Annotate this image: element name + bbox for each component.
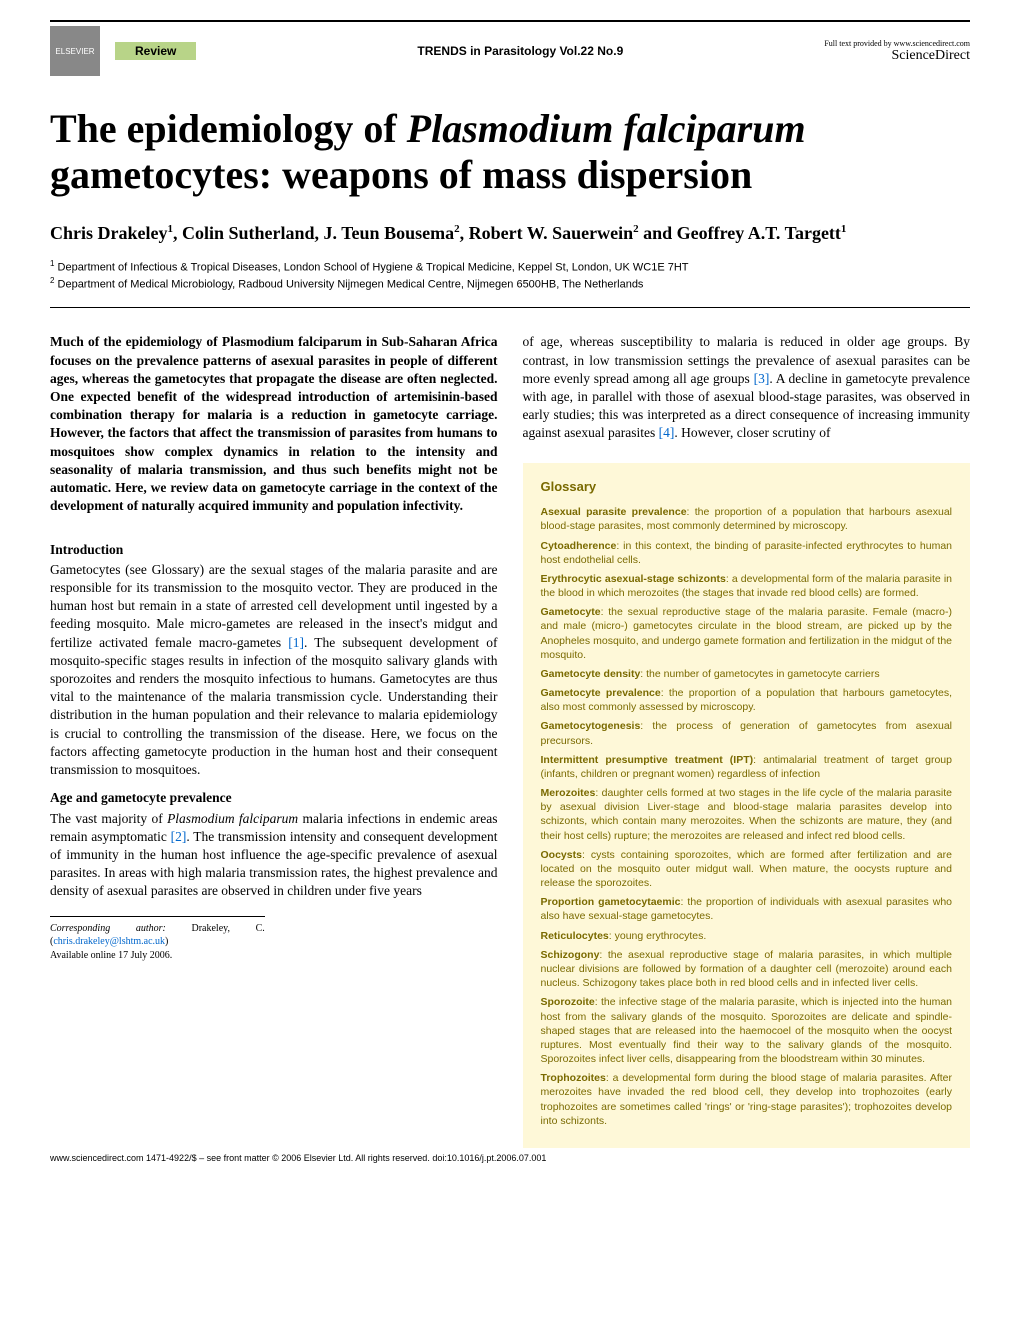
glossary-term: Proportion gametocytaemic: the proportio… xyxy=(541,895,953,923)
glossary-term: Gametocytogenesis: the process of genera… xyxy=(541,719,953,747)
ref-2[interactable]: [2] xyxy=(171,829,187,844)
glossary-term: Gametocyte prevalence: the proportion of… xyxy=(541,686,953,714)
abstract: Much of the epidemiology of Plasmodium f… xyxy=(50,333,498,515)
right-column: of age, whereas susceptibility to malari… xyxy=(523,333,971,1148)
glossary-term: Erythrocytic asexual-stage schizonts: a … xyxy=(541,572,953,600)
glossary-term: Gametocyte density: the number of gameto… xyxy=(541,667,953,681)
glossary-term: Trophozoites: a developmental form durin… xyxy=(541,1071,953,1128)
ref-3[interactable]: [3] xyxy=(754,371,770,386)
journal-info: TRENDS in Parasitology Vol.22 No.9 xyxy=(216,44,824,58)
sciencedirect-logo: Full text provided by www.sciencedirect.… xyxy=(824,39,970,64)
corresponding-author: Corresponding author: Drakeley, C. (chri… xyxy=(50,916,265,963)
available-online: Available online 17 July 2006. xyxy=(50,950,172,961)
intro-paragraph: Gametocytes (see Glossary) are the sexua… xyxy=(50,561,498,780)
glossary-box: Glossary Asexual parasite prevalence: th… xyxy=(523,463,971,1148)
col2-paragraph: of age, whereas susceptibility to malari… xyxy=(523,333,971,442)
author-email[interactable]: chris.drakeley@lshtm.ac.uk xyxy=(53,936,165,947)
footer-line: www.sciencedirect.com 1471-4922/$ – see … xyxy=(50,1148,970,1163)
age-paragraph: The vast majority of Plasmodium falcipar… xyxy=(50,810,498,901)
elsevier-logo: ELSEVIER xyxy=(50,26,100,76)
review-badge: Review xyxy=(115,42,196,60)
glossary-term: Merozoites: daughter cells formed at two… xyxy=(541,786,953,843)
glossary-term: Cytoadherence: in this context, the bind… xyxy=(541,539,953,567)
intro-heading: Introduction xyxy=(50,541,498,559)
glossary-term: Intermittent presumptive treatment (IPT)… xyxy=(541,753,953,781)
ref-1[interactable]: [1] xyxy=(288,635,304,650)
ref-4[interactable]: [4] xyxy=(659,425,675,440)
age-heading: Age and gametocyte prevalence xyxy=(50,789,498,807)
affiliation-1: 1 Department of Infectious & Tropical Di… xyxy=(50,259,970,274)
sd-name: ScienceDirect xyxy=(891,48,970,63)
glossary-term: Asexual parasite prevalence: the proport… xyxy=(541,505,953,533)
header-bar: ELSEVIER Review TRENDS in Parasitology V… xyxy=(50,20,970,76)
article-title: The epidemiology of Plasmodium falciparu… xyxy=(50,106,970,198)
sd-tagline: Full text provided by www.sciencedirect.… xyxy=(824,39,970,48)
glossary-term: Schizogony: the asexual reproductive sta… xyxy=(541,948,953,991)
glossary-term: Reticulocytes: young erythrocytes. xyxy=(541,929,953,943)
glossary-term: Gametocyte: the sexual reproductive stag… xyxy=(541,605,953,662)
affiliations: 1 Department of Infectious & Tropical Di… xyxy=(50,259,970,308)
glossary-term: Oocysts: cysts containing sporozoites, w… xyxy=(541,848,953,891)
glossary-title: Glossary xyxy=(541,478,953,496)
left-column: Much of the epidemiology of Plasmodium f… xyxy=(50,333,498,1148)
glossary-term: Sporozoite: the infective stage of the m… xyxy=(541,995,953,1066)
authors: Chris Drakeley1, Colin Sutherland, J. Te… xyxy=(50,223,970,244)
affiliation-2: 2 Department of Medical Microbiology, Ra… xyxy=(50,276,970,291)
